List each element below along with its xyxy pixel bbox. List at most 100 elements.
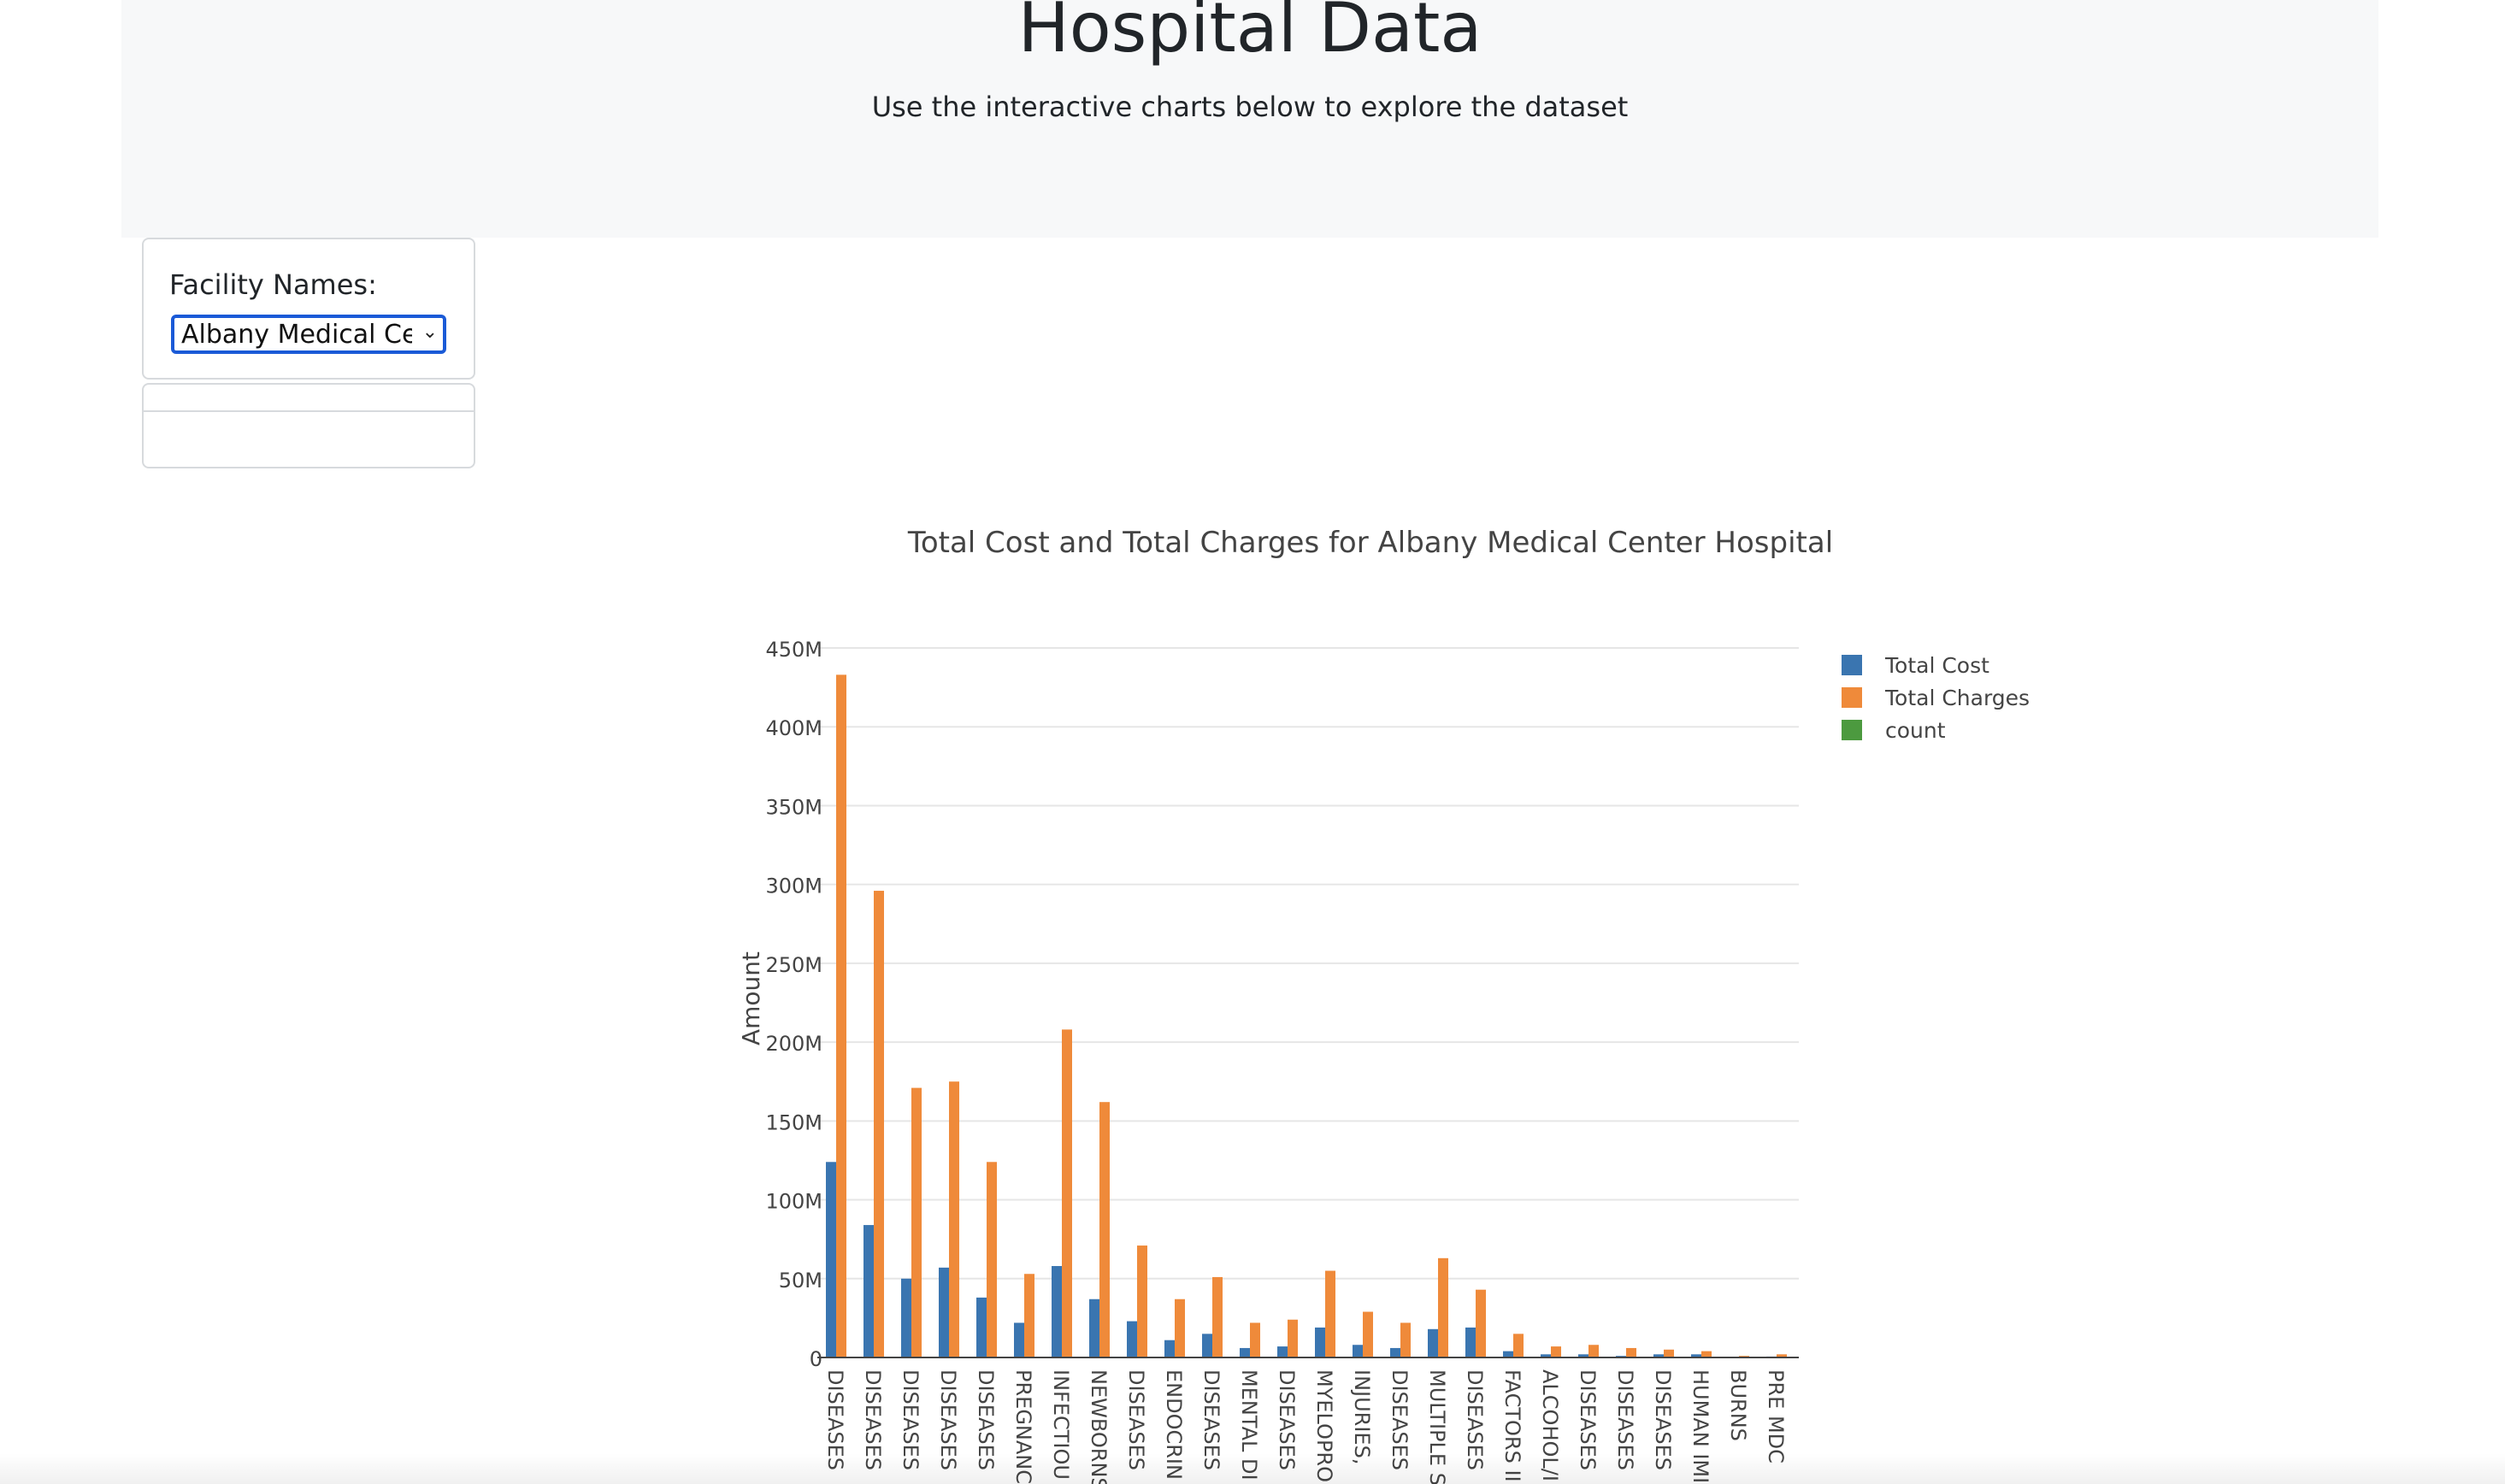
- bar-total-cost[interactable]: [1089, 1298, 1099, 1357]
- bar-total-charges[interactable]: [1664, 1349, 1674, 1357]
- bar-total-charges[interactable]: [1099, 1102, 1110, 1357]
- bar-total-charges[interactable]: [1250, 1322, 1260, 1357]
- bar-total-cost[interactable]: [1465, 1327, 1476, 1357]
- empty-card-header: [142, 383, 475, 412]
- legend-swatch[interactable]: [1842, 687, 1862, 708]
- x-tick-label: DISEASES: [974, 1369, 998, 1470]
- bar-total-cost[interactable]: [1164, 1340, 1175, 1357]
- page-title: Hospital Data: [1017, 0, 1482, 68]
- x-tick-label: DISEASES: [1651, 1369, 1675, 1470]
- x-tick-label: DISEASES: [1613, 1369, 1637, 1470]
- bar-total-charges[interactable]: [1137, 1246, 1147, 1357]
- bar-total-charges[interactable]: [1551, 1346, 1561, 1357]
- bar-total-charges[interactable]: [1513, 1334, 1524, 1357]
- bar-total-charges[interactable]: [1062, 1029, 1072, 1357]
- facility-select-value: Albany Medical Center Hospital: [181, 320, 412, 350]
- bar-total-cost[interactable]: [1353, 1345, 1363, 1357]
- x-tick-label: PREGNANC: [1011, 1369, 1035, 1484]
- bar-total-charges[interactable]: [1024, 1274, 1034, 1357]
- page-subtitle: Use the interactive charts below to expl…: [871, 91, 1629, 123]
- legend-label[interactable]: Total Charges: [1884, 686, 2030, 710]
- bar-total-cost[interactable]: [901, 1278, 911, 1357]
- bar-total-charges[interactable]: [987, 1162, 997, 1357]
- bar-total-cost[interactable]: [863, 1225, 874, 1357]
- bar-total-cost[interactable]: [1653, 1354, 1664, 1357]
- bar-total-cost[interactable]: [1503, 1351, 1513, 1357]
- y-tick-label: 400M: [765, 716, 822, 740]
- bar-total-charges[interactable]: [911, 1087, 922, 1357]
- x-axis-labels: DISEASES DISEASES DISEASES DISEASES DISEASES…: [823, 1369, 1788, 1484]
- y-tick-label: 100M: [765, 1190, 822, 1214]
- header-banner: Hospital Data Use the interactive charts…: [121, 0, 2378, 238]
- bar-total-cost[interactable]: [1390, 1347, 1400, 1357]
- bar-total-charges[interactable]: [1777, 1354, 1787, 1357]
- bar-total-cost[interactable]: [1578, 1354, 1588, 1357]
- legend-swatch[interactable]: [1842, 655, 1862, 675]
- bar-total-charges[interactable]: [1438, 1257, 1448, 1357]
- bar-total-cost[interactable]: [826, 1162, 836, 1357]
- bar-total-cost[interactable]: [1315, 1327, 1325, 1357]
- bar-total-charges[interactable]: [949, 1081, 959, 1357]
- bar-total-cost[interactable]: [1052, 1266, 1062, 1357]
- y-tick-label: 150M: [765, 1110, 822, 1134]
- y-axis-label: Amount: [737, 951, 765, 1045]
- chart-legend[interactable]: Total Cost Total Charges count: [1842, 653, 2030, 743]
- x-tick-label: DISEASES: [936, 1369, 960, 1470]
- x-tick-label: NEWBORNS: [1087, 1369, 1111, 1484]
- legend-label[interactable]: count: [1885, 718, 1946, 743]
- x-tick-label: DISEASES: [823, 1369, 847, 1470]
- y-tick-label: 250M: [765, 953, 822, 977]
- bar-total-charges[interactable]: [1288, 1319, 1298, 1357]
- x-tick-label: INJURIES,: [1350, 1369, 1374, 1464]
- bar-total-cost[interactable]: [1127, 1321, 1137, 1357]
- x-tick-label: ENDOCRIN: [1162, 1369, 1186, 1480]
- x-tick-label: MULTIPLE S: [1425, 1369, 1449, 1484]
- chevron-down-icon: ⌄: [421, 321, 438, 343]
- bar-total-charges[interactable]: [874, 891, 884, 1357]
- legend-swatch[interactable]: [1842, 720, 1862, 740]
- bar-total-charges[interactable]: [1476, 1289, 1486, 1357]
- bar-total-charges[interactable]: [1363, 1311, 1373, 1357]
- x-tick-label: HUMAN IMI: [1689, 1369, 1712, 1483]
- y-tick-label: 350M: [765, 795, 822, 819]
- bar-total-charges[interactable]: [1588, 1345, 1599, 1357]
- x-tick-label: BURNS: [1726, 1369, 1750, 1441]
- x-tick-label: DISEASES: [899, 1369, 922, 1470]
- bar-total-cost[interactable]: [1428, 1328, 1438, 1357]
- bar-total-cost[interactable]: [1691, 1354, 1701, 1357]
- bar-total-cost[interactable]: [1541, 1354, 1551, 1357]
- bar-total-cost[interactable]: [1277, 1346, 1288, 1357]
- bar-total-cost[interactable]: [1240, 1347, 1250, 1357]
- bar-total-charges[interactable]: [1400, 1322, 1411, 1357]
- x-tick-label: INFECTIOU: [1049, 1369, 1073, 1480]
- x-tick-label: PRE MDC: [1764, 1369, 1788, 1463]
- x-tick-label: MYELOPRO: [1312, 1369, 1336, 1482]
- y-tick-label: 50M: [779, 1269, 822, 1293]
- bar-total-charges[interactable]: [1626, 1347, 1636, 1357]
- bar-total-charges[interactable]: [1175, 1298, 1185, 1357]
- bar-total-charges[interactable]: [836, 674, 846, 1357]
- y-tick-label: 300M: [765, 874, 822, 898]
- bar-total-cost[interactable]: [976, 1297, 987, 1357]
- legend-label[interactable]: Total Cost: [1884, 653, 1989, 678]
- y-tick-label: 200M: [765, 1032, 822, 1056]
- x-tick-label: ALCOHOL/I: [1538, 1369, 1562, 1481]
- x-tick-label: DISEASES: [1388, 1369, 1412, 1470]
- bar-total-cost[interactable]: [1014, 1322, 1024, 1357]
- bar-total-charges[interactable]: [1212, 1276, 1223, 1357]
- y-axis-ticks: 0 50M 100M 150M 200M 250M 300M 350M 400M 450M: [765, 638, 822, 1371]
- chart-title: Total Cost and Total Charges for Albany …: [907, 526, 1833, 560]
- bottom-fade: [0, 1453, 2505, 1484]
- bar-total-charges[interactable]: [1701, 1351, 1712, 1357]
- bar-total-cost[interactable]: [1202, 1334, 1212, 1357]
- bar-total-charges[interactable]: [1325, 1270, 1335, 1357]
- empty-card-body: [142, 410, 475, 468]
- x-tick-label: DISEASES: [1199, 1369, 1223, 1470]
- chart-bars: [826, 674, 1787, 1357]
- x-tick-label: MENTAL DI: [1237, 1369, 1261, 1481]
- bar-total-cost[interactable]: [939, 1267, 949, 1357]
- x-tick-label: FACTORS II: [1500, 1369, 1524, 1482]
- facility-select[interactable]: Albany Medical Center Hospital ⌄: [171, 315, 446, 354]
- y-tick-label: 450M: [765, 638, 822, 662]
- x-tick-label: DISEASES: [861, 1369, 885, 1470]
